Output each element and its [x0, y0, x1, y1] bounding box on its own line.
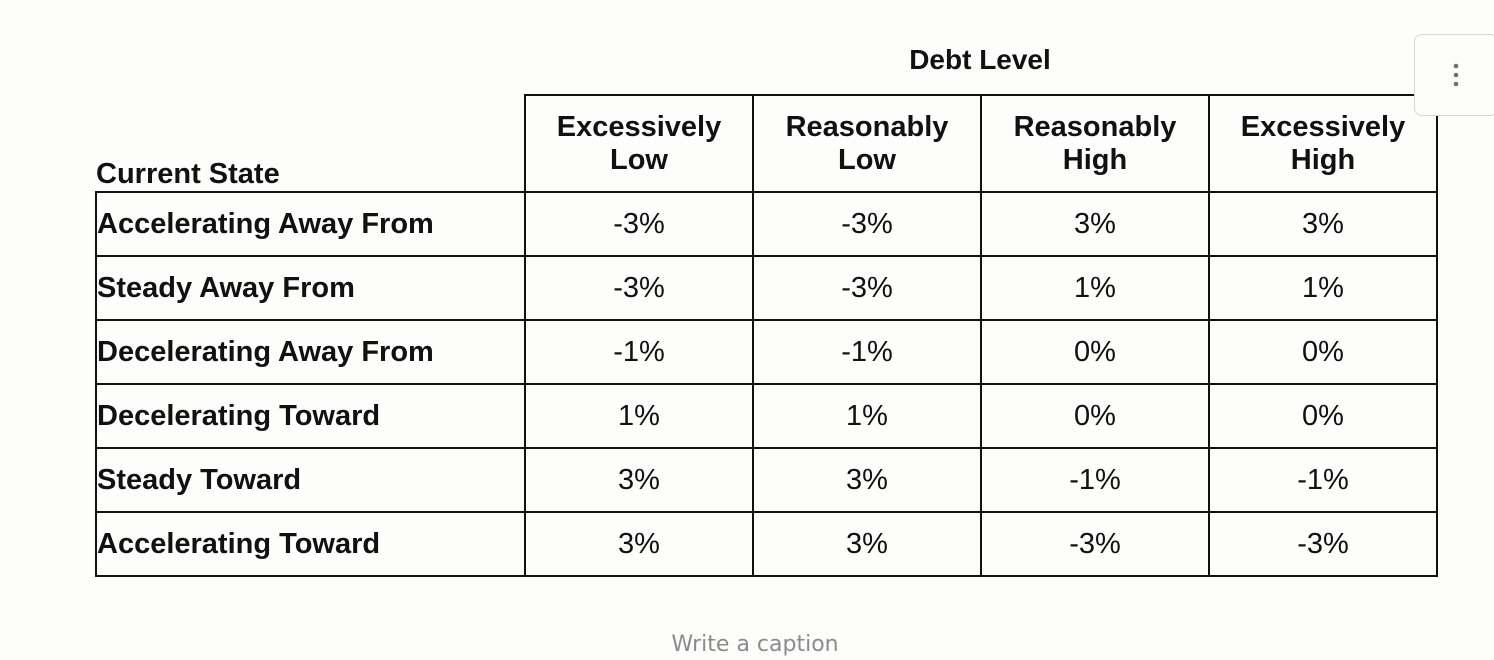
- table-cell: -3%: [980, 511, 1210, 577]
- table-cell: 3%: [1208, 191, 1438, 257]
- table-cell: 3%: [752, 447, 982, 513]
- row-label: Decelerating Toward: [95, 383, 526, 449]
- table-cell: 3%: [980, 191, 1210, 257]
- table-cell: 0%: [1208, 383, 1438, 449]
- table-cell: 1%: [752, 383, 982, 449]
- table-cell: -3%: [752, 255, 982, 321]
- column-header: Reasonably High: [980, 94, 1210, 193]
- table-cell: 1%: [1208, 255, 1438, 321]
- table-cell: 0%: [980, 319, 1210, 385]
- column-header: Excessively High: [1208, 94, 1438, 193]
- table-cell: -3%: [524, 191, 754, 257]
- table-cell: -1%: [524, 319, 754, 385]
- row-label: Accelerating Toward: [95, 511, 526, 577]
- column-header: Reasonably Low: [752, 94, 982, 193]
- table-row: Accelerating Toward 3% 3% -3% -3%: [95, 511, 1438, 577]
- column-header-line: Low: [610, 143, 668, 176]
- row-label: Decelerating Away From: [95, 319, 526, 385]
- column-header-line: Excessively: [556, 110, 722, 143]
- row-header-label: Current State: [96, 158, 280, 190]
- table-cell: 3%: [752, 511, 982, 577]
- column-header-line: Reasonably: [785, 110, 949, 143]
- row-label: Steady Away From: [95, 255, 526, 321]
- table-row: Accelerating Away From -3% -3% 3% 3%: [95, 191, 1438, 257]
- column-header-line: Low: [838, 143, 896, 176]
- table-cell: -1%: [752, 319, 982, 385]
- table-cell: 0%: [980, 383, 1210, 449]
- table-row: Decelerating Away From -1% -1% 0% 0%: [95, 319, 1438, 385]
- column-header-line: High: [1062, 143, 1128, 176]
- table-cell: 1%: [980, 255, 1210, 321]
- more-options-button[interactable]: [1414, 34, 1494, 116]
- debt-level-table: Current State Excessively Low Reasonably L…: [95, 94, 1438, 577]
- table-cell: -3%: [524, 255, 754, 321]
- column-header: Excessively Low: [524, 94, 754, 193]
- table-cell: 3%: [524, 511, 754, 577]
- table-cell: 1%: [524, 383, 754, 449]
- table-cell: -1%: [1208, 447, 1438, 513]
- table-cell: 0%: [1208, 319, 1438, 385]
- column-header-line: Reasonably: [1013, 110, 1177, 143]
- table-row: Steady Away From -3% -3% 1% 1%: [95, 255, 1438, 321]
- table-cell: -3%: [1208, 511, 1438, 577]
- table-cell: 3%: [524, 447, 754, 513]
- row-label: Steady Toward: [95, 447, 526, 513]
- table-cell: -3%: [752, 191, 982, 257]
- table-cell: -1%: [980, 447, 1210, 513]
- column-header-line: Excessively: [1240, 110, 1406, 143]
- table-row: Decelerating Toward 1% 1% 0% 0%: [95, 383, 1438, 449]
- table-row: Steady Toward 3% 3% -1% -1%: [95, 447, 1438, 513]
- column-group-header: Debt Level: [909, 44, 1051, 75]
- row-label: Accelerating Away From: [95, 191, 526, 257]
- caption-placeholder[interactable]: Write a caption: [671, 632, 839, 657]
- vertical-ellipsis-icon: [1453, 63, 1459, 87]
- table-header-row: Current State Excessively Low Reasonably L…: [96, 94, 1438, 193]
- column-header-line: High: [1290, 143, 1356, 176]
